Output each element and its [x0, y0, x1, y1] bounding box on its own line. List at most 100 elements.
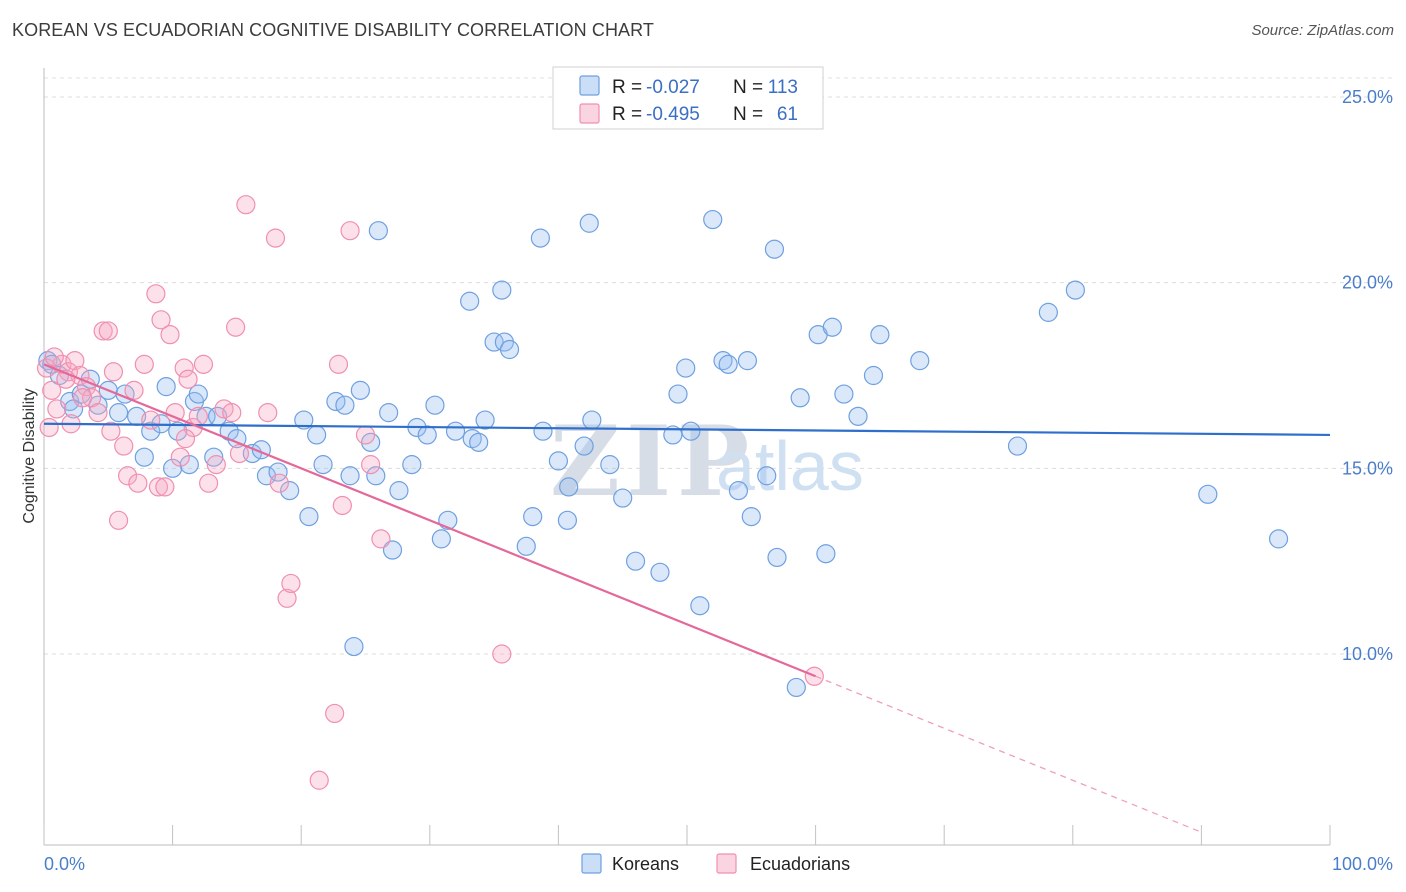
- korean-point-82: [718, 354, 738, 374]
- ecuadorian-point-49: [355, 425, 376, 445]
- korean-point-99: [1007, 436, 1028, 456]
- ecuadorian-point-35: [222, 403, 242, 423]
- legend-swatch-ecuadorians: [579, 103, 600, 124]
- legend-r-label-ecuadorians: R =: [612, 104, 642, 125]
- korean-point-13: [141, 421, 161, 441]
- ecuadorian-point-33: [206, 455, 226, 475]
- korean-point-72: [613, 488, 633, 508]
- legend-r-label-koreans: R =: [612, 77, 642, 98]
- y-tick-label-25: 25.0%: [1342, 87, 1393, 107]
- korean-point-60: [499, 339, 520, 360]
- ecuadorian-point-7: [76, 377, 97, 397]
- ecuadorian-point-15: [117, 466, 138, 486]
- ecuadorian-point-39: [258, 403, 278, 423]
- korean-point-52: [445, 421, 466, 441]
- korean-point-87: [764, 239, 785, 259]
- ecuadorian-point-45: [325, 703, 345, 724]
- ecuadorian-point-46: [328, 354, 349, 374]
- ecuadorian-point-60: [44, 347, 64, 367]
- chart-title: KOREAN VS ECUADORIAN COGNITIVE DISABILIT…: [12, 20, 655, 40]
- korean-point-95: [848, 406, 868, 426]
- korean-point-101: [1065, 280, 1085, 300]
- bottom-legend-swatch-ecuadorians: [716, 853, 737, 874]
- ecuadorian-point-1: [42, 380, 62, 400]
- korean-point-33: [307, 425, 327, 445]
- ecuadorian-point-41: [269, 473, 289, 493]
- korean-point-43: [379, 403, 399, 423]
- korean-point-71: [600, 455, 620, 475]
- ecuadorian-point-19: [141, 410, 161, 430]
- ecuadorian-point-11: [98, 321, 118, 341]
- ecuadorian-point-37: [229, 443, 250, 464]
- korean-point-44: [382, 540, 403, 560]
- ecuadorian-point-9: [88, 403, 108, 423]
- ecuadorian-point-50: [361, 455, 381, 475]
- korean-point-58: [492, 280, 512, 300]
- korean-point-62: [523, 507, 543, 527]
- korean-point-63: [530, 228, 550, 248]
- korean-point-92: [816, 544, 836, 564]
- korean-point-39: [350, 380, 370, 400]
- korean-point-38: [344, 636, 364, 657]
- korean-point-70: [582, 410, 602, 430]
- korean-point-15: [156, 377, 176, 397]
- axes: [43, 68, 1331, 846]
- korean-point-46: [402, 455, 422, 475]
- legend-swatch-koreans: [579, 75, 600, 96]
- legend-r-ecuadorians: -0.495: [646, 104, 700, 125]
- legend-n-label-ecuadorians: N =: [733, 104, 763, 125]
- trend-line-ecuadorians: [43, 363, 817, 678]
- korean-point-49: [425, 395, 445, 415]
- ecuadorian-point-27: [174, 358, 194, 378]
- korean-point-50: [431, 529, 451, 549]
- ecuadorian-point-12: [103, 362, 124, 382]
- ecuadorian-point-28: [178, 369, 198, 389]
- y-axis-label: Cognitive Disability: [21, 388, 38, 523]
- korean-point-100: [1038, 302, 1058, 322]
- korean-point-55: [469, 432, 489, 452]
- ecuadorian-point-23: [155, 477, 175, 497]
- korean-point-48: [417, 425, 437, 445]
- ecuadorian-point-13: [108, 510, 129, 530]
- korean-point-81: [713, 351, 733, 371]
- legend-n-label-koreans: N =: [733, 77, 763, 98]
- korean-point-83: [728, 481, 749, 501]
- korean-point-96: [863, 365, 884, 386]
- korean-point-94: [834, 384, 854, 404]
- watermark-atlas: atlas: [716, 427, 864, 505]
- y-tick-label-10: 10.0%: [1342, 644, 1393, 664]
- korean-point-85: [741, 507, 761, 527]
- korean-point-75: [663, 425, 683, 445]
- korean-point-77: [676, 358, 696, 378]
- ecuadorian-point-14: [114, 436, 134, 456]
- korean-point-57: [484, 332, 504, 352]
- korean-point-74: [650, 562, 670, 582]
- ecuadorian-point-5: [65, 351, 85, 371]
- korean-point-36: [335, 395, 355, 415]
- ecuadorian-point-57: [101, 421, 121, 441]
- korean-point-45: [389, 481, 409, 501]
- korean-point-73: [625, 551, 646, 571]
- korean-point-9: [108, 403, 129, 423]
- ecuadorian-point-30: [188, 406, 208, 426]
- legend: R = -0.027 N = 113 R = -0.495 N = 61: [552, 66, 824, 130]
- ecuadorian-point-10: [93, 321, 113, 341]
- korean-point-65: [548, 451, 569, 471]
- korean-point-37: [340, 466, 360, 486]
- korean-point-103: [1268, 529, 1289, 549]
- bottom-legend: Koreans Ecuadorians: [581, 853, 850, 874]
- ecuadorian-point-18: [134, 354, 154, 374]
- korean-point-20: [188, 384, 208, 404]
- bottom-legend-swatch-koreans: [581, 853, 602, 874]
- ecuadorian-point-21: [148, 477, 169, 497]
- korean-point-64: [533, 421, 553, 441]
- korean-point-86: [757, 466, 777, 486]
- y-tick-label-15: 15.0%: [1342, 458, 1393, 478]
- korean-point-17: [168, 421, 188, 441]
- ecuadorian-point-52: [492, 644, 512, 664]
- legend-n-koreans: 113: [768, 77, 798, 98]
- korean-point-41: [366, 466, 386, 486]
- series-koreans: [38, 209, 1289, 698]
- bottom-legend-ecuadorians: Ecuadorians: [750, 854, 850, 874]
- ecuadorian-point-36: [226, 317, 246, 337]
